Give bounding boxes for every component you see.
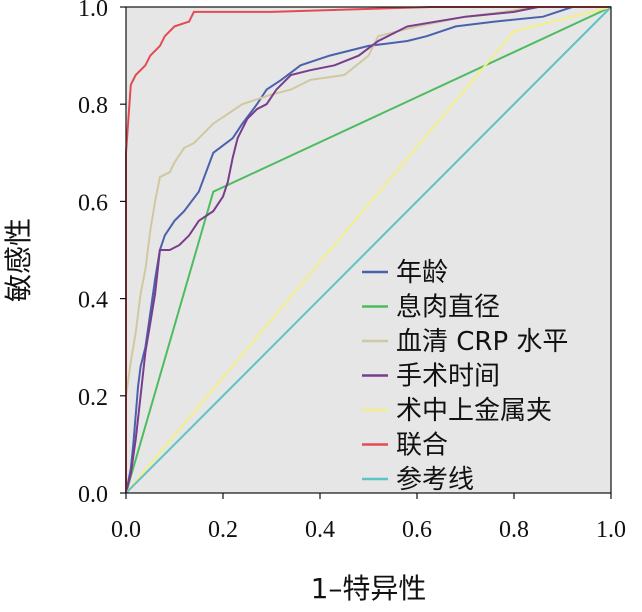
plot-frame — [125, 6, 612, 494]
legend-label-0: 年龄 — [396, 258, 448, 288]
x-tick-label: 1.0 — [596, 517, 626, 543]
series-line-5 — [125, 6, 611, 493]
y-tick-label: 0.4 — [78, 288, 108, 314]
x-tick-label: 0.6 — [402, 517, 432, 543]
legend-label-3: 手术时间 — [396, 362, 500, 392]
x-tick-label: 0.8 — [499, 517, 529, 543]
y-axis-title: 敏感性 — [2, 218, 35, 302]
series-line-2 — [125, 6, 611, 493]
legend-label-4: 术中上金属夹 — [396, 396, 552, 426]
legend-label-2: 血清 CRP 水平 — [396, 327, 568, 357]
y-tick-label: 0.6 — [78, 190, 108, 216]
series-layer — [125, 6, 612, 494]
series-line-6 — [125, 6, 612, 494]
x-axis-title: 1–特异性 — [311, 572, 427, 605]
y-tick-label: 0.8 — [78, 93, 108, 119]
axes-layer: 0.00.0 0.2 0.2 0.4 0.4 0.6 0.6 0.8 0.8 1.0 1.0 — [78, 0, 626, 543]
y-tick-label: 0.0 — [78, 482, 108, 508]
legend-label-6: 参考线 — [396, 465, 474, 495]
series-line-4 — [125, 6, 612, 494]
y-tick-label: 1.0 — [78, 0, 108, 22]
x-tick-label: 0.0 — [111, 517, 141, 543]
legend-label-1: 息肉直径 — [396, 293, 500, 323]
y-tick-label: 0.2 — [78, 385, 108, 411]
series-line-1 — [125, 6, 612, 494]
series-line-0 — [125, 6, 611, 494]
x-tick-label: 0.4 — [305, 517, 335, 543]
legend-label-5: 联合 — [396, 431, 448, 461]
series-line-3 — [125, 6, 611, 494]
x-tick-label: 0.2 — [208, 517, 238, 543]
